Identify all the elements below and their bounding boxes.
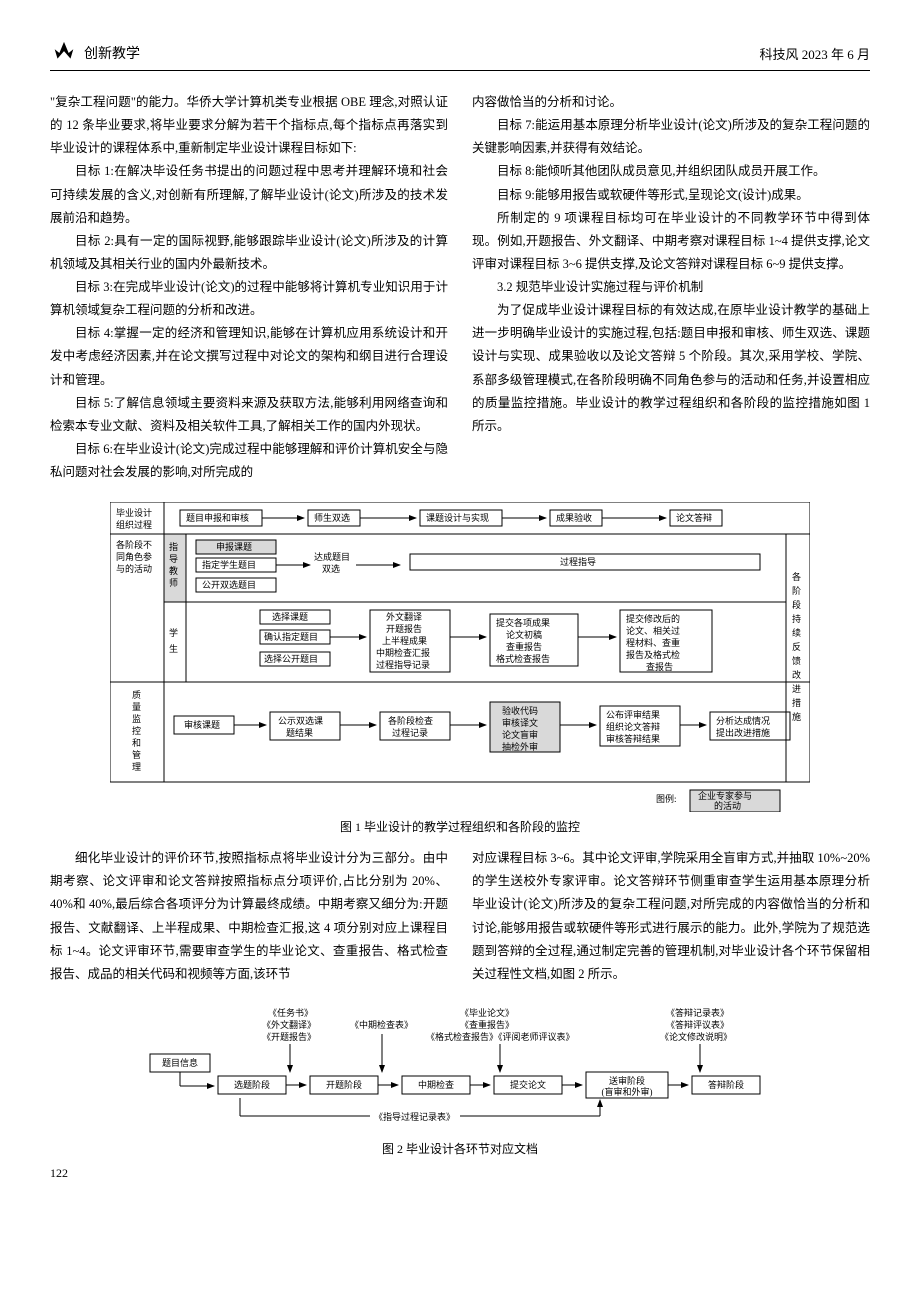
fig2-bottom: 《指导过程记录表》 <box>374 1111 455 1122</box>
fig2-node-label: 提交论文 <box>510 1079 546 1090</box>
left-column-2: 细化毕业设计的评价环节,按照指标点将毕业设计分为三部分。由中期考察、论文评审和论… <box>50 847 448 986</box>
para: 目标 7:能运用基本原理分析毕业设计(论文)所涉及的复杂工程问题的关键影响因素,… <box>472 114 870 160</box>
right-column-2: 对应课程目标 3~6。其中论文评审,学院采用全盲审方式,并抽取 10%~20%的… <box>472 847 870 986</box>
teacher-box: 申报课题 <box>216 541 252 552</box>
para: 内容做恰当的分析和讨论。 <box>472 91 870 114</box>
section-title: 创新教学 <box>84 43 140 63</box>
stage-label: 师生双选 <box>314 512 350 523</box>
qc-box-e: 公布评审结果组织论文答辩审核答辩结果 <box>606 709 660 744</box>
left-column: "复杂工程问题"的能力。华侨大学计算机类专业根据 OBE 理念,对照认证的 12… <box>50 91 448 484</box>
para: 目标 6:在毕业设计(论文)完成过程中能够理解和评价计算机安全与隐私问题对社会发… <box>50 438 448 484</box>
para: 目标 5:了解信息领域主要资料来源及获取方法,能够利用网络查询和检索本专业文献、… <box>50 392 448 438</box>
para: 目标 3:在完成毕业设计(论文)的过程中能够将计算机专业知识用于计算机领域复杂工… <box>50 276 448 322</box>
header-right: 科技风 2023 年 6 月 <box>759 44 870 63</box>
stage-label: 成果验收 <box>556 512 592 523</box>
student-box: 选择课题 <box>272 611 308 622</box>
qc-box-c: 各阶段检查过程记录 <box>388 715 433 738</box>
para: 目标 1:在解决毕设任务书提出的问题过程中思考并理解环境和社会可持续发展的含义,… <box>50 160 448 229</box>
fig2-node-label: 选题阶段 <box>234 1079 270 1090</box>
teacher-box: 公开双选题目 <box>202 579 256 590</box>
teacher-box: 指定学生题目 <box>202 559 256 570</box>
upper-columns: "复杂工程问题"的能力。华侨大学计算机类专业根据 OBE 理念,对照认证的 12… <box>50 91 870 484</box>
para: 目标 9:能够用报告或软硬件等形式,呈现论文(设计)成果。 <box>472 184 870 207</box>
teacher-arrow-label: 达成题目双选 <box>314 551 350 574</box>
legend-label: 图例: <box>656 793 677 804</box>
top-doc-4: 《答辩记录表》《答辩评议表》《论文修改说明》 <box>660 1007 732 1042</box>
row2-label: 各阶段不同角色参与的活动 <box>116 539 152 574</box>
para: 对应课程目标 3~6。其中论文评审,学院采用全盲审方式,并抽取 10%~20%的… <box>472 847 870 986</box>
student-box-b: 外文翻译开题报告上半程成果中期检查汇报过程指导记录 <box>376 611 430 670</box>
figure-1-caption: 图 1 毕业设计的教学过程组织和各阶段的监控 <box>50 818 870 835</box>
student-label: 学生 <box>169 627 178 654</box>
para: 目标 8:能倾听其他团队成员意见,并组织团队成员开展工作。 <box>472 160 870 183</box>
para: 目标 2:具有一定的国际视野,能够跟踪毕业设计(论文)所涉及的计算机领域及其相关… <box>50 230 448 276</box>
student-box-d: 提交修改后的论文、相关过程材料、查重报告及格式检查报告 <box>626 613 680 672</box>
lower-columns: 细化毕业设计的评价环节,按照指标点将毕业设计分为三部分。由中期考察、论文评审和论… <box>50 847 870 986</box>
fig2-node-label: 开题阶段 <box>326 1079 362 1090</box>
figure-1: 毕业设计组织过程 题目申报和审核 师生双选 课题设计与实现 成果验收 论文答辩 各阶段不… <box>50 502 870 835</box>
figure-2-caption: 图 2 毕业设计各环节对应文档 <box>50 1140 870 1157</box>
page-header: 创新教学 科技风 2023 年 6 月 <box>50 40 870 71</box>
row1-label: 毕业设计组织过程 <box>116 507 152 530</box>
para: 目标 4:掌握一定的经济和管理知识,能够在计算机应用系统设计和开发中考虑经济因素… <box>50 322 448 391</box>
student-box: 确认指定题目 <box>264 631 318 642</box>
para: "复杂工程问题"的能力。华侨大学计算机类专业根据 OBE 理念,对照认证的 12… <box>50 91 448 160</box>
row3-label: 质量监控和管理 <box>132 689 141 772</box>
fig2-left: 题目信息 <box>162 1057 198 1068</box>
top-doc-1: 《任务书》《外文翻译》《开题报告》 <box>262 1007 316 1042</box>
fig2-node-label: 送审阶段 <box>609 1075 645 1086</box>
sub-heading: 3.2 规范毕业设计实施过程与评价机制 <box>472 276 870 299</box>
qc-box-f: 分析达成情况提出改进措施 <box>716 715 770 738</box>
qc-box: 审核课题 <box>184 719 220 730</box>
stage-label: 课题设计与实现 <box>426 512 489 523</box>
qc-box-b: 公示双选课题结果 <box>278 715 323 738</box>
logo-icon <box>50 40 78 66</box>
para: 为了促成毕业设计课程目标的有效达成,在原毕业设计教学的基础上进一步明确毕业设计的… <box>472 299 870 438</box>
top-doc-2: 《中期检查表》 <box>350 1019 413 1030</box>
page-number: 122 <box>50 1166 68 1181</box>
fig2-node-label: (盲审和外审) <box>602 1086 653 1097</box>
figure-2: 《任务书》《外文翻译》《开题报告》 《中期检查表》 《毕业论文》《查重报告》《格… <box>50 1004 870 1157</box>
stage-label: 题目申报和审核 <box>186 512 249 523</box>
fig2-node-label: 中期检查 <box>418 1079 454 1090</box>
para: 细化毕业设计的评价环节,按照指标点将毕业设计分为三部分。由中期考察、论文评审和论… <box>50 847 448 986</box>
fig2-node-label: 答辩阶段 <box>708 1079 744 1090</box>
figure-1-svg: 毕业设计组织过程 题目申报和审核 师生双选 课题设计与实现 成果验收 论文答辩 各阶段不… <box>110 502 810 812</box>
top-doc-3: 《毕业论文》《查重报告》《格式检查报告》《评阅老师评议表》 <box>426 1007 575 1042</box>
stage-label: 论文答辩 <box>676 512 712 523</box>
para: 所制定的 9 项课程目标均可在毕业设计的不同教学环节中得到体现。例如,开题报告、… <box>472 207 870 276</box>
figure-2-svg: 《任务书》《外文翻译》《开题报告》 《中期检查表》 《毕业论文》《查重报告》《格… <box>140 1004 780 1134</box>
student-box: 选择公开题目 <box>264 653 318 664</box>
student-box-c: 提交各项成果论文初稿查重报告格式检查报告 <box>496 617 550 664</box>
right-column: 内容做恰当的分析和讨论。 目标 7:能运用基本原理分析毕业设计(论文)所涉及的复… <box>472 91 870 484</box>
guide-box: 过程指导 <box>560 556 596 567</box>
right-label: 各阶段持续反馈改进措施 <box>792 571 801 722</box>
header-left: 创新教学 <box>50 40 140 66</box>
